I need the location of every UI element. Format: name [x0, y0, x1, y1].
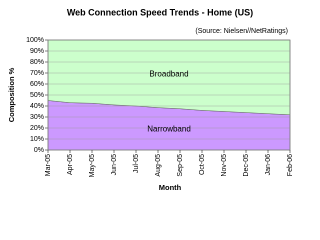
x-tick-label: Dec-05	[243, 154, 250, 177]
y-tick-label: 60%	[30, 81, 44, 88]
plot-border	[47, 39, 291, 151]
y-tick-label: 40%	[30, 103, 44, 110]
x-tick-label: Mar-05	[45, 154, 52, 176]
x-tick-label: Apr-05	[67, 154, 74, 175]
chart: Web Connection Speed Trends - Home (US) …	[6, 7, 294, 192]
y-tick-label: 20%	[30, 125, 44, 132]
x-tick-label: Aug-05	[155, 154, 162, 177]
x-tick-label: Jun-05	[111, 154, 118, 176]
chart-title: Web Connection Speed Trends - Home (US)	[67, 7, 253, 17]
y-tick-label: 70%	[30, 70, 44, 77]
x-tick-label: Sep-05	[177, 154, 184, 177]
chart-subtitle: (Source: Nielsen//NetRatings)	[195, 28, 288, 35]
y-tick-label: 80%	[30, 59, 44, 66]
x-tick-label: Jul-05	[133, 154, 140, 173]
y-axis-title: Composition %	[7, 67, 16, 122]
x-tick-label: Nov-05	[221, 154, 228, 177]
y-tick-label: 100%	[26, 37, 44, 44]
y-tick-label: 30%	[30, 114, 44, 121]
y-tick-label: 50%	[30, 92, 44, 99]
y-tick-label: 10%	[30, 136, 44, 143]
x-tick-label: Feb-06	[287, 154, 294, 176]
x-tick-label: Jan-06	[265, 154, 272, 176]
series-label: Broadband	[149, 69, 188, 78]
x-axis-title: Month	[159, 183, 182, 192]
series-label: Narrowband	[147, 124, 191, 133]
y-tick-label: 90%	[30, 48, 44, 55]
y-tick-label: 0%	[34, 147, 44, 154]
x-tick-label: Oct-05	[199, 154, 206, 175]
x-tick-label: May-05	[89, 154, 96, 177]
